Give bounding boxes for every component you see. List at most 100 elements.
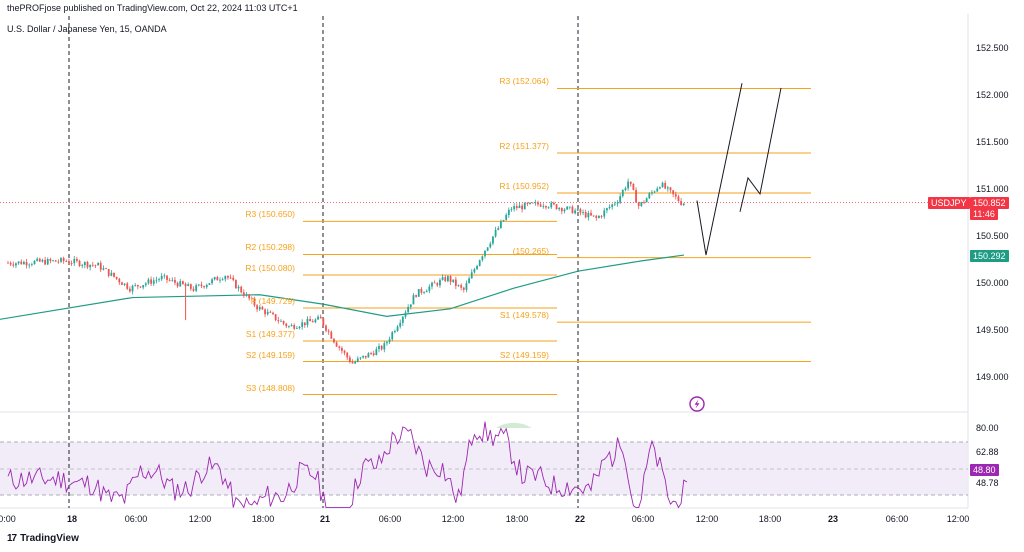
tradingview-logo-icon: 17 xyxy=(7,533,17,544)
pivot-label: S3 (148.808) xyxy=(245,382,295,393)
candle-body xyxy=(158,279,160,281)
time-tick: 12:00 xyxy=(441,514,465,524)
candle-body xyxy=(457,285,460,286)
candle-body xyxy=(195,285,198,291)
candle-body xyxy=(179,281,182,287)
candle-body xyxy=(391,332,394,340)
candle-body xyxy=(333,338,335,343)
candle-body xyxy=(579,209,582,213)
candle-body xyxy=(417,288,420,297)
candle-body xyxy=(476,265,478,270)
candle-body xyxy=(555,204,558,210)
candle-body xyxy=(303,322,306,326)
candles xyxy=(7,178,685,365)
candle-body xyxy=(219,279,221,281)
candle-body xyxy=(12,264,15,266)
candle-body xyxy=(468,278,470,284)
candle-body xyxy=(677,196,680,202)
candle-body xyxy=(129,288,131,292)
price-tick: 151.000 xyxy=(976,184,1009,194)
candle-body xyxy=(232,277,235,280)
candle-body xyxy=(637,202,640,206)
candle-body xyxy=(174,279,176,283)
candle-body xyxy=(136,285,139,287)
candle-body xyxy=(553,202,555,205)
candle-body xyxy=(269,311,272,313)
candle-body xyxy=(282,320,285,324)
candle-body xyxy=(399,322,402,327)
candle-body xyxy=(558,207,561,210)
candle-body xyxy=(285,323,288,327)
candle-body xyxy=(470,272,473,279)
pivot-label: R3 (152.064) xyxy=(499,76,549,87)
candle-body xyxy=(354,361,357,364)
candle-body xyxy=(245,294,248,296)
candle-body xyxy=(611,204,614,208)
candle-body xyxy=(651,192,653,194)
tradingview-footer[interactable]: 17 TradingView xyxy=(7,533,79,544)
candle-body xyxy=(600,215,603,217)
candle-body xyxy=(486,247,489,251)
candle-body xyxy=(362,355,364,358)
last-price-tag: 150.852 xyxy=(970,197,1009,209)
candle-body xyxy=(563,209,566,212)
candle-body xyxy=(73,258,76,264)
candle-body xyxy=(627,181,629,189)
candle-body xyxy=(494,229,497,237)
candle-body xyxy=(629,181,632,184)
candle-body xyxy=(325,325,327,331)
candle-body xyxy=(330,331,333,339)
candle-body xyxy=(49,259,52,261)
candle-body xyxy=(338,346,341,348)
projection xyxy=(696,83,782,256)
candle-body xyxy=(142,285,145,288)
candle-body xyxy=(444,277,447,282)
candle-body xyxy=(205,284,208,288)
pivot-label: R1 (150.080) xyxy=(245,262,295,273)
candle-body xyxy=(394,330,396,333)
candle-body xyxy=(250,298,253,300)
candle-body xyxy=(99,262,102,270)
tradingview-brand: TradingView xyxy=(20,533,79,544)
candle-body xyxy=(521,205,523,210)
candle-body xyxy=(38,258,41,262)
candle-body xyxy=(335,342,338,347)
candle-body xyxy=(582,212,584,213)
candle-body xyxy=(608,207,611,209)
candle-body xyxy=(537,202,539,205)
candle-body xyxy=(674,194,677,197)
time-tick: 06:00 xyxy=(378,514,402,524)
candle-body xyxy=(359,357,362,359)
candle-body xyxy=(81,265,84,266)
candle-body xyxy=(447,276,449,282)
candle-body xyxy=(253,298,256,306)
candle-body xyxy=(409,304,412,308)
candle-body xyxy=(30,264,33,265)
candle-body xyxy=(407,307,410,313)
candle-body xyxy=(62,258,65,262)
candle-body xyxy=(76,258,78,261)
publisher-line: thePROFjose published on TradingView.com… xyxy=(7,3,298,13)
candle-body xyxy=(105,268,107,270)
candle-body xyxy=(288,326,290,327)
candle-body xyxy=(431,282,433,287)
candle-body xyxy=(640,202,643,206)
candle-body xyxy=(150,279,152,284)
projection-path xyxy=(739,87,782,212)
candle-body xyxy=(566,206,569,210)
flash-icon[interactable] xyxy=(689,396,705,412)
candle-body xyxy=(383,343,386,350)
pivot-label: R2 (150.298) xyxy=(245,242,295,253)
symbol-title[interactable]: U.S. Dollar / Japanese Yen, 15, OANDA xyxy=(7,24,167,34)
rsi-line xyxy=(7,421,688,509)
candle-body xyxy=(462,287,465,290)
candle-body xyxy=(386,342,388,344)
candle-body xyxy=(317,316,319,320)
candle-body xyxy=(500,221,502,229)
countdown-tag: 11:46 xyxy=(970,208,998,220)
candle-body xyxy=(70,262,73,264)
candle-body xyxy=(306,318,309,326)
candle-body xyxy=(78,260,81,266)
candle-body xyxy=(123,283,126,285)
